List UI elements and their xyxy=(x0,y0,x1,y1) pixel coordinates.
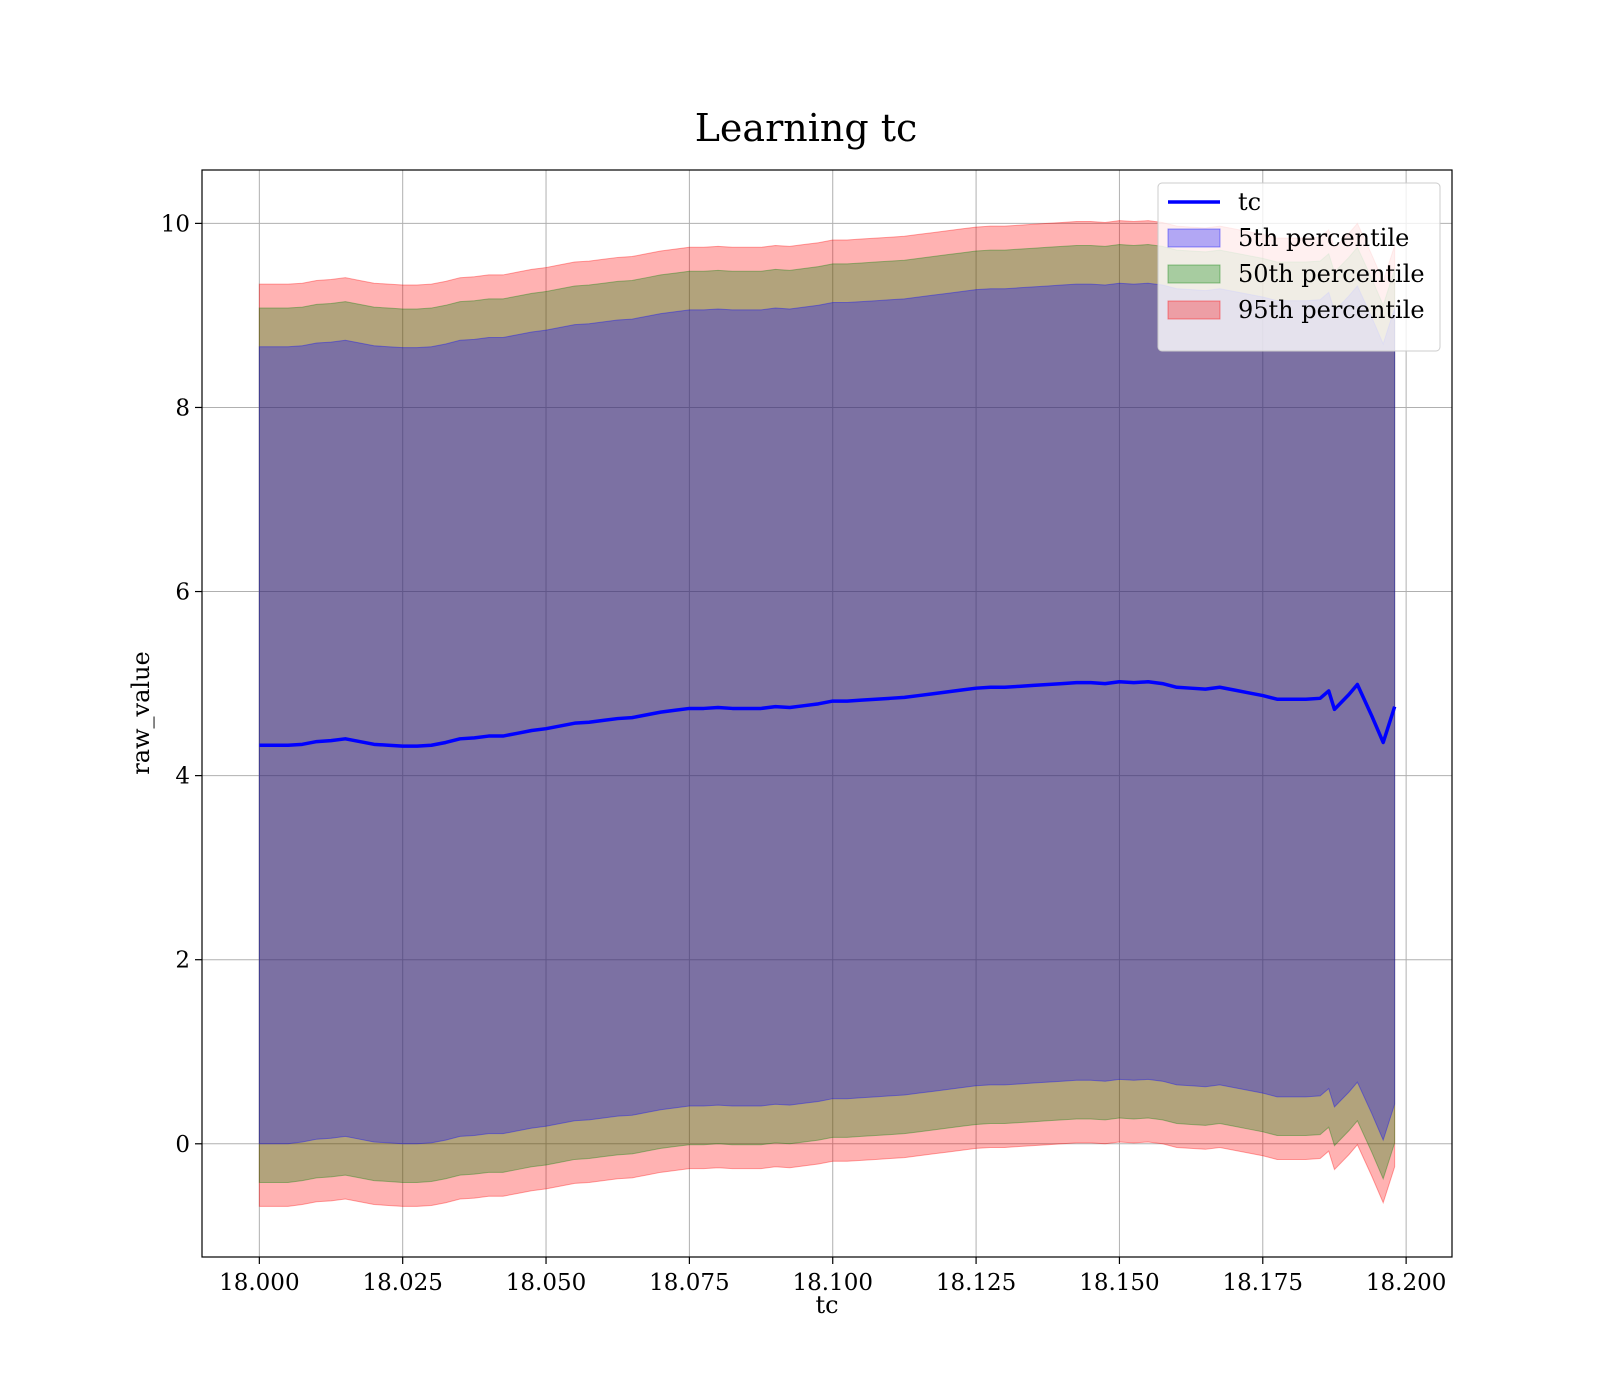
legend-swatch-95th-percentile xyxy=(1167,300,1221,320)
band-50th-percentile xyxy=(258,244,1396,1183)
legend-label-tc: tc xyxy=(1238,188,1261,216)
y-tick-label: 4 xyxy=(175,764,190,790)
series-line-tc xyxy=(259,680,1397,748)
y-tick-label: 8 xyxy=(175,395,190,421)
legend-label-95th-percentile: 95th percentile xyxy=(1238,296,1425,324)
y-tick-label: 2 xyxy=(175,948,190,974)
band-5th-percentile xyxy=(258,282,1396,1145)
legend-label-50th-percentile: 50th percentile xyxy=(1238,260,1425,288)
percentile-bands xyxy=(258,220,1396,1207)
plot-frame xyxy=(201,169,1453,1258)
y-tick-label: 6 xyxy=(175,580,190,606)
x-tick-label: 18.100 xyxy=(792,1270,872,1296)
legend: tc 5th percentile 50th percentile 95th perc… xyxy=(1157,182,1441,352)
x-tick-label: 18.000 xyxy=(219,1270,299,1296)
grid xyxy=(202,170,1452,1257)
axis-ticks: 18.000 18.025 18.050 18.075 18.100 18.125 18.1… xyxy=(161,211,1447,1296)
x-tick-label: 18.175 xyxy=(1223,1270,1303,1296)
x-tick-label: 18.150 xyxy=(1079,1270,1159,1296)
x-tick-label: 18.125 xyxy=(936,1270,1016,1296)
x-axis-label: tc xyxy=(815,1291,838,1319)
x-tick-label: 18.050 xyxy=(506,1270,586,1296)
x-tick-label: 18.075 xyxy=(649,1270,729,1296)
x-tick-label: 18.200 xyxy=(1366,1270,1446,1296)
legend-box xyxy=(1157,182,1441,352)
y-tick-label: 10 xyxy=(161,211,190,237)
band-95th-percentile xyxy=(258,220,1396,1207)
x-tick-label: 18.025 xyxy=(362,1270,442,1296)
legend-swatch-50th-percentile xyxy=(1167,264,1221,284)
series-lines xyxy=(259,680,1397,748)
y-tick-label: 0 xyxy=(175,1132,190,1158)
legend-label-5th-percentile: 5th percentile xyxy=(1238,224,1409,252)
y-axis-label: raw_value xyxy=(127,651,155,775)
legend-swatch-5th-percentile xyxy=(1167,228,1221,248)
chart-title: Learning tc xyxy=(695,106,918,150)
